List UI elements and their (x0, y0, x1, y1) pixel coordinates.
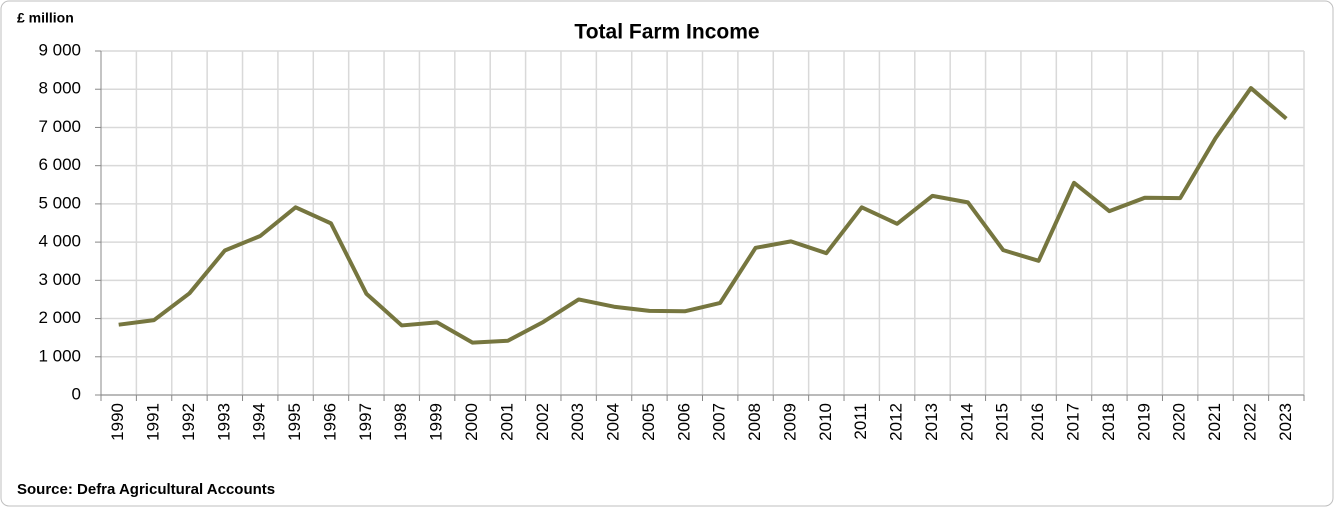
x-tick-label: 2022 (1240, 403, 1259, 441)
y-tick-label: 7 000 (38, 117, 81, 136)
x-tick-label: 2019 (1134, 403, 1153, 441)
x-tick-label: 2009 (780, 403, 799, 441)
x-tick-label: 2013 (922, 403, 941, 441)
x-tick-label: 1994 (250, 403, 269, 441)
x-tick-label: 2007 (710, 403, 729, 441)
y-tick-label: 6 000 (38, 155, 81, 174)
x-tick-label: 1996 (320, 403, 339, 441)
x-tick-label: 1993 (214, 403, 233, 441)
chart-title: Total Farm Income (574, 21, 759, 44)
y-tick-label: 0 (72, 384, 81, 403)
x-tick-label: 2014 (957, 403, 976, 441)
x-tick-label: 2021 (1205, 403, 1224, 441)
x-tick-label: 2008 (745, 403, 764, 441)
x-tick-label: 2020 (1170, 403, 1189, 441)
x-tick-label: 2018 (1099, 403, 1118, 441)
y-tick-label: 5 000 (38, 193, 81, 212)
x-tick-label: 2011 (851, 403, 870, 440)
x-tick-label: 2017 (1063, 403, 1082, 441)
x-tick-label: 2002 (533, 403, 552, 441)
y-tick-label: 1 000 (38, 346, 81, 365)
x-tick-label: 1990 (108, 403, 127, 441)
y-axis-label: £ million (17, 10, 74, 26)
x-tick-label: 2001 (497, 403, 516, 441)
x-tick-label: 2023 (1276, 403, 1295, 441)
x-tick-label: 1991 (144, 403, 163, 441)
x-tick-label: 2004 (604, 403, 623, 441)
x-tick-label: 2000 (462, 403, 481, 441)
y-tick-label: 3 000 (38, 270, 81, 289)
x-tick-label: 1992 (179, 403, 198, 441)
x-tick-label: 1998 (391, 403, 410, 441)
data-line (118, 86, 1288, 345)
x-tick-label: 2016 (1028, 403, 1047, 441)
x-tick-label: 2012 (887, 403, 906, 441)
x-tick-label: 2003 (568, 403, 587, 441)
x-tick-label: 2015 (993, 403, 1012, 441)
y-tick-label: 9 000 (38, 40, 81, 59)
x-tick-label: 1995 (285, 403, 304, 441)
x-tick-label: 2010 (816, 403, 835, 441)
y-tick-label: 4 000 (38, 232, 81, 251)
source-note: Source: Defra Agricultural Accounts (17, 481, 275, 498)
y-tick-label: 8 000 (38, 79, 81, 98)
x-tick-label: 2006 (674, 403, 693, 441)
x-tick-label: 1999 (427, 403, 446, 441)
x-tick-label: 1997 (356, 403, 375, 441)
y-tick-label: 2 000 (38, 308, 81, 327)
x-tick-label: 2005 (639, 403, 658, 441)
